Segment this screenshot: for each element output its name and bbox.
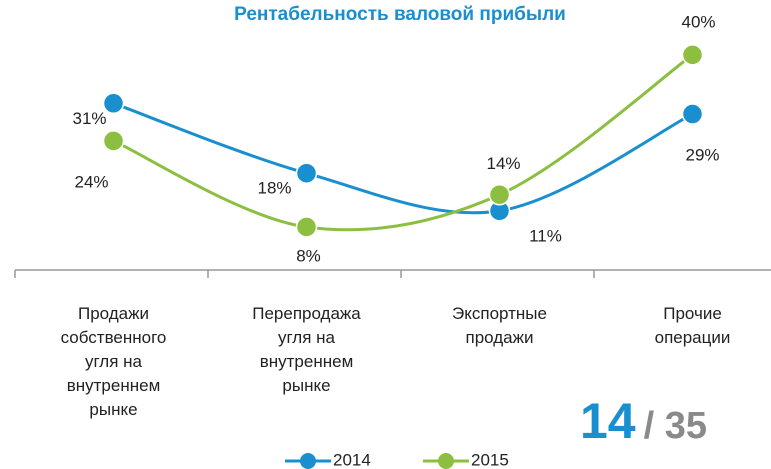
x-tick-label: Прочие операции — [654, 304, 731, 347]
data-label: 31% — [72, 109, 106, 128]
page-total: / 35 — [643, 405, 708, 447]
data-label: 24% — [74, 172, 108, 191]
data-label: 29% — [685, 146, 719, 165]
point — [295, 216, 318, 238]
point — [681, 44, 704, 66]
legend-label: 2015 — [471, 450, 509, 469]
x-tick-label: Продажи собственного угля на внутреннем … — [60, 304, 167, 419]
data-label: 8% — [296, 246, 321, 265]
point — [488, 183, 511, 206]
data-label: 14% — [486, 154, 520, 173]
data-label: 40% — [681, 12, 715, 31]
point — [102, 92, 125, 115]
point — [102, 130, 125, 152]
legend-marker — [438, 453, 454, 469]
point — [295, 162, 318, 184]
point — [681, 103, 704, 125]
chart-title: Рентабельность валовой прибыли — [234, 4, 566, 25]
series-line — [112, 101, 694, 215]
series-line — [112, 53, 694, 232]
page-indicator: 14/ 35 — [580, 392, 707, 450]
x-tick-label: Перепродажа угля на внутреннем рынке — [252, 304, 361, 395]
data-label: 18% — [257, 179, 291, 198]
x-tick-label: Экспортные продажи — [452, 304, 547, 347]
legend-label: 2014 — [333, 450, 371, 469]
legend-marker — [300, 453, 316, 469]
data-label: 11% — [529, 226, 562, 245]
page-current: 14 — [580, 393, 636, 449]
